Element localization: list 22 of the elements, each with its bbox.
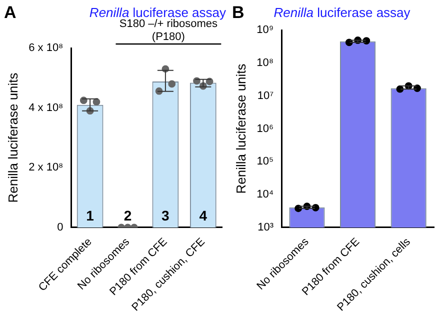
text: A — [4, 3, 16, 22]
y-axis-title: Renilla luciferase units — [5, 72, 20, 203]
y-tick-label: 10⁴ — [256, 188, 274, 201]
annotation: 1 — [86, 207, 94, 224]
y-tick-label: 10⁹ — [256, 24, 274, 36]
y-tick-label: 4 x 10⁸ — [28, 102, 64, 114]
y-tick-label: 2 x 10⁸ — [28, 162, 64, 174]
annotation: 3 — [162, 207, 170, 224]
y-tick-label: 10³ — [258, 222, 274, 234]
y-tick-label: 0 — [57, 222, 64, 234]
text: S180 –/+ ribosomes (P180) — [119, 18, 218, 43]
annotation: 2 — [124, 207, 132, 224]
y-tick-label: 10⁸ — [256, 56, 274, 69]
y-tick-label: 10⁷ — [257, 90, 274, 102]
y-tick-label: 10⁶ — [256, 122, 274, 135]
y-tick-label: 10⁵ — [256, 156, 274, 168]
annotation: 4 — [199, 207, 208, 224]
y-tick-label: 6 x 10⁸ — [28, 42, 64, 54]
chart-title: Renilla luciferase assay — [274, 5, 411, 20]
text: B — [232, 3, 244, 22]
chart-title: Renilla luciferase assay — [89, 5, 226, 20]
y-axis-title: Renilla luciferase units — [233, 63, 248, 194]
